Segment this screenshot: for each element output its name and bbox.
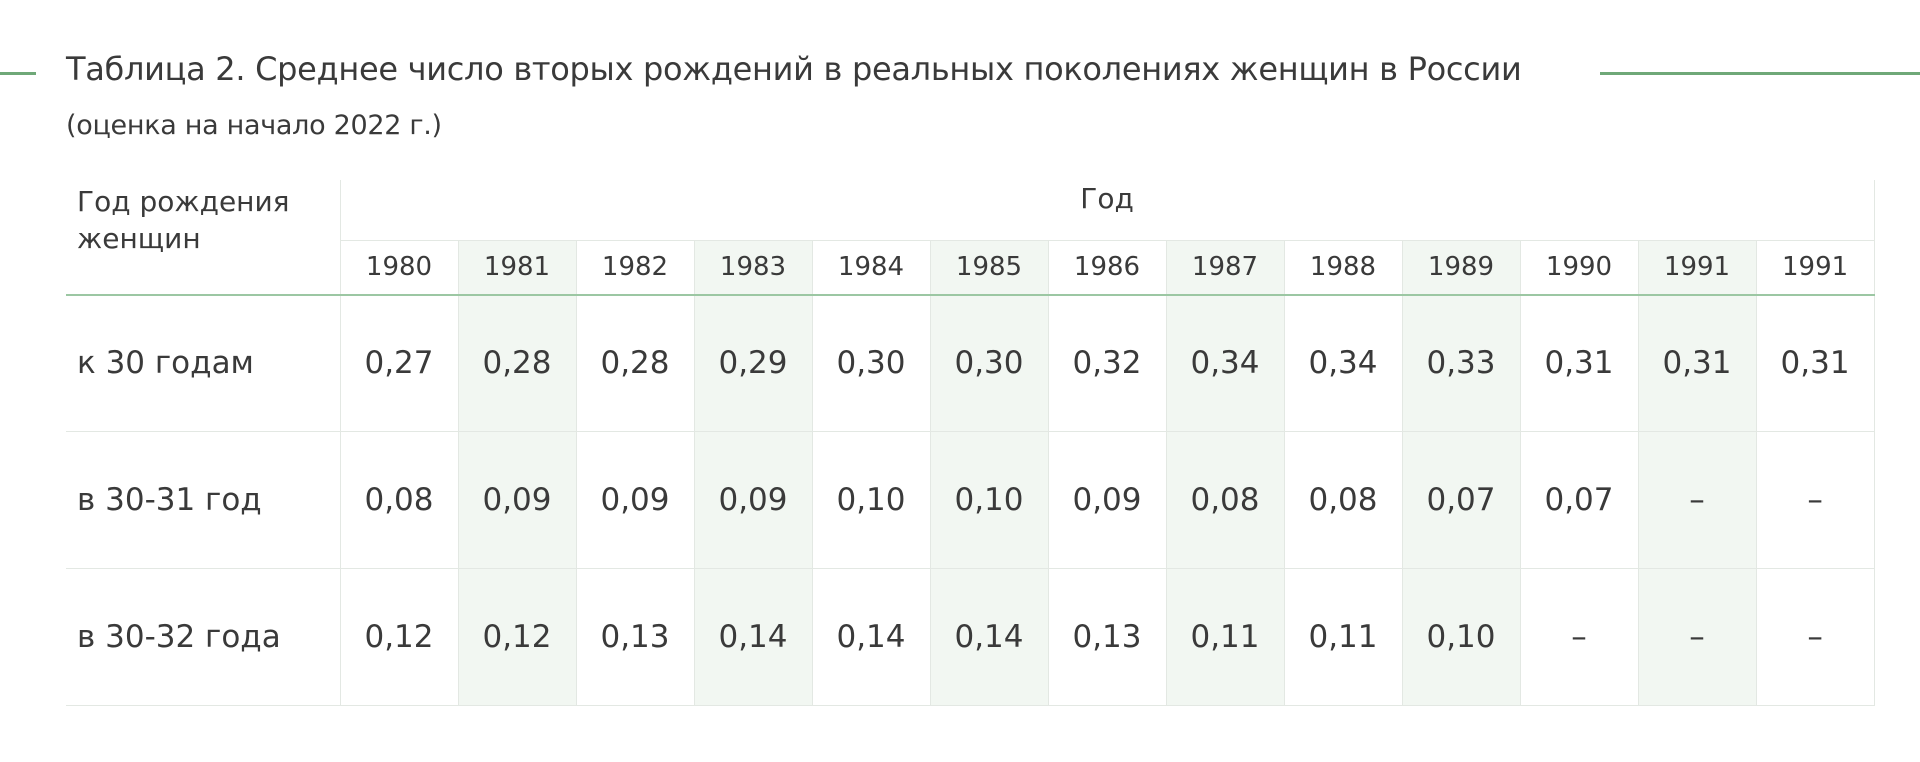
value-cell: 0,31: [1756, 295, 1875, 432]
value-cell: 0,09: [1048, 431, 1167, 569]
value-cell: 0,30: [812, 295, 931, 432]
table-row: в 30-31 год 0,08 0,09 0,09 0,09 0,10 0,1…: [66, 431, 1875, 569]
value-cell: 0,28: [458, 295, 577, 432]
value-cell: 0,33: [1402, 295, 1521, 432]
value-cell: 0,09: [458, 431, 577, 569]
page-subtitle: (оценка на начало 2022 г.): [66, 110, 442, 141]
value-cell: 0,32: [1048, 295, 1167, 432]
header-year-cell: 1981: [458, 240, 577, 296]
value-cell: 0,31: [1520, 295, 1639, 432]
title-decor-line-left: [0, 72, 36, 75]
header-year-cell: 1991: [1756, 240, 1875, 296]
header-year-cell: 1988: [1284, 240, 1403, 296]
value-cell: 0,07: [1520, 431, 1639, 569]
value-cell: –: [1520, 568, 1639, 706]
value-cell: –: [1638, 431, 1757, 569]
header-year-cell: 1991: [1638, 240, 1757, 296]
header-year-cell: 1990: [1520, 240, 1639, 296]
value-cell: 0,14: [694, 568, 813, 706]
table-row: к 30 годам 0,27 0,28 0,28 0,29 0,30 0,30…: [66, 295, 1875, 432]
value-cell: –: [1638, 568, 1757, 706]
value-cell: 0,30: [930, 295, 1049, 432]
page-title: Таблица 2. Среднее число вторых рождений…: [66, 50, 1522, 88]
value-cell: 0,08: [1284, 431, 1403, 569]
value-cell: 0,13: [1048, 568, 1167, 706]
value-cell: 0,08: [340, 431, 459, 569]
title-decor-line-right: [1600, 72, 1920, 75]
header-year-cell: 1989: [1402, 240, 1521, 296]
header-year-cell: 1983: [694, 240, 813, 296]
row-label: к 30 годам: [66, 295, 341, 432]
value-cell: 0,13: [576, 568, 695, 706]
value-cell: 0,09: [576, 431, 695, 569]
header-year-cell: 1985: [930, 240, 1049, 296]
header-year-cell: 1984: [812, 240, 931, 296]
value-cell: 0,27: [340, 295, 459, 432]
header-year-cell: 1982: [576, 240, 695, 296]
value-cell: 0,29: [694, 295, 813, 432]
value-cell: 0,08: [1166, 431, 1285, 569]
value-cell: –: [1756, 568, 1875, 706]
value-cell: 0,11: [1284, 568, 1403, 706]
row-label: в 30-32 года: [66, 568, 341, 706]
header-birth-year: Год рождения женщин: [66, 180, 341, 296]
table-row: в 30-32 года 0,12 0,12 0,13 0,14 0,14 0,…: [66, 568, 1875, 706]
value-cell: 0,07: [1402, 431, 1521, 569]
births-table: Год рождения женщин Год 1980 1981 1982 1…: [66, 180, 1875, 706]
header-year-cell: 1980: [340, 240, 459, 296]
value-cell: 0,14: [930, 568, 1049, 706]
value-cell: 0,09: [694, 431, 813, 569]
value-cell: 0,34: [1284, 295, 1403, 432]
value-cell: 0,11: [1166, 568, 1285, 706]
value-cell: 0,10: [1402, 568, 1521, 706]
header-year-cell: 1986: [1048, 240, 1167, 296]
value-cell: 0,31: [1638, 295, 1757, 432]
value-cell: 0,12: [340, 568, 459, 706]
row-label: в 30-31 год: [66, 431, 341, 569]
header-year-cell: 1987: [1166, 240, 1285, 296]
value-cell: –: [1756, 431, 1875, 569]
header-year-group: Год: [340, 180, 1875, 241]
value-cell: 0,28: [576, 295, 695, 432]
value-cell: 0,10: [812, 431, 931, 569]
value-cell: 0,10: [930, 431, 1049, 569]
value-cell: 0,14: [812, 568, 931, 706]
value-cell: 0,12: [458, 568, 577, 706]
value-cell: 0,34: [1166, 295, 1285, 432]
